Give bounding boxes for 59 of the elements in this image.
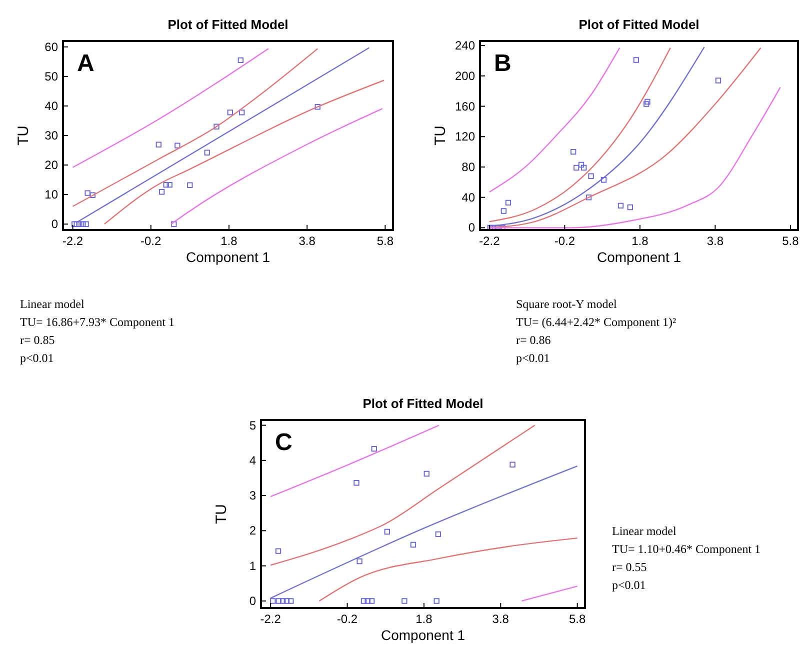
text: Square root-Y model [516,297,618,311]
annotation: A [77,50,94,77]
y-tick-label: 240 [454,38,476,53]
y-tick-label: 5 [249,418,256,432]
y-tick-label: 160 [454,99,476,114]
x-tick-label: 5.8 [782,234,800,248]
annotation: B [494,50,512,77]
x-tick-label: 5.8 [376,234,394,248]
chart-title: Plot of Fitted Model [168,17,288,32]
x-tick-label: 3.8 [298,234,316,248]
y-tick-label: 0 [468,220,476,235]
y-tick-label: 2 [249,524,256,538]
x-axis-title: Component 1 [596,249,682,265]
chart-title: Plot of Fitted Model [578,17,700,32]
y-tick-label: 20 [44,158,58,172]
y-tick-label: 50 [44,69,58,84]
y-tick-label: 10 [44,188,58,202]
x-tick-label: -2.2 [479,234,500,248]
text: r= 0.55 [612,560,647,574]
text: r= 0.85 [20,333,55,347]
y-tick-label: 30 [44,128,58,142]
x-tick-label: -2.2 [260,612,282,626]
x-tick-label: 1.8 [632,234,649,248]
x-axis-title: Component 1 [380,627,466,643]
y-tick-label: 40 [44,98,58,113]
x-tick-label: 1.8 [220,234,238,248]
y-axis-title: TU [432,126,449,146]
text: p<0.01 [20,351,54,365]
y-tick-label: 200 [454,68,476,83]
text: TU= (6.44+2.42* Component 1)² [516,315,677,329]
y-axis-title: TU [15,126,32,146]
text: r= 0.86 [516,333,551,347]
y-tick-label: 0 [249,594,256,608]
x-tick-label: -0.2 [140,234,162,248]
y-tick-label: 0 [51,217,58,232]
chart-title: Plot of Fitted Model [362,396,484,411]
text: TU= 16.86+7.93* Component 1 [20,315,175,329]
x-tick-label: 3.8 [706,234,724,248]
text: p<0.01 [516,351,550,365]
y-tick-label: 1 [249,558,256,573]
text: Linear model [20,297,85,311]
x-axis-title: Component 1 [186,249,270,265]
text: Linear model [612,524,677,538]
y-tick-label: 4 [249,453,256,468]
y-tick-label: 3 [249,488,256,503]
x-tick-label: -0.2 [336,612,358,626]
x-tick-label: 3.8 [492,612,510,626]
y-tick-label: 120 [454,130,476,144]
y-tick-label: 80 [462,160,476,174]
annotation: C [275,429,292,456]
y-tick-label: 60 [44,40,58,54]
text: p<0.01 [612,578,646,592]
y-axis-title: TU [213,504,230,524]
x-tick-label: 1.8 [416,612,433,626]
text: TU= 1.10+0.46* Component 1 [612,542,761,556]
y-tick-label: 40 [462,190,476,204]
x-tick-label: -2.2 [62,234,84,248]
x-tick-label: 5.8 [568,612,586,626]
x-tick-label: -0.2 [554,234,576,248]
